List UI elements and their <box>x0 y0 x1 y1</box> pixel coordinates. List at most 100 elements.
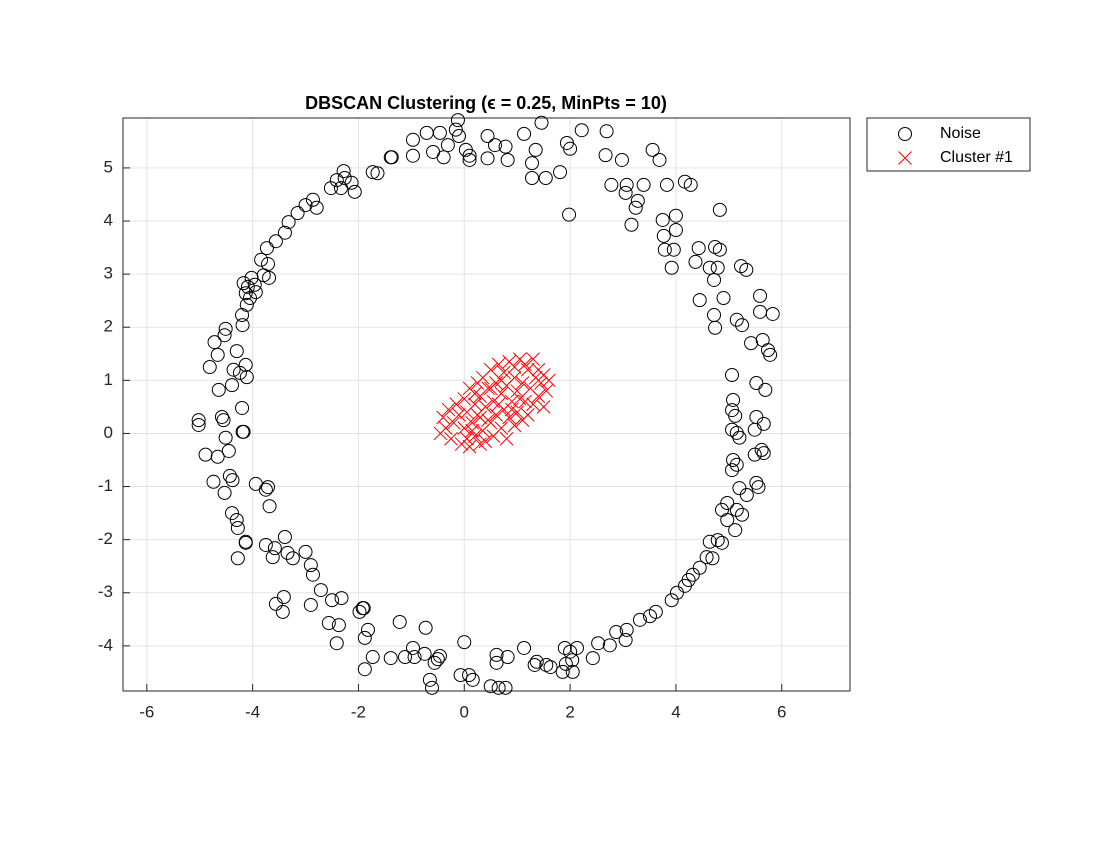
data-point <box>702 260 717 275</box>
data-point <box>298 198 313 213</box>
data-point <box>334 591 349 606</box>
data-point <box>657 242 672 257</box>
data-point <box>268 596 283 611</box>
data-point <box>553 165 568 180</box>
data-point <box>491 357 506 372</box>
data-point <box>683 177 698 192</box>
data-point <box>481 413 495 428</box>
y-tick-label: 5 <box>104 157 113 176</box>
data-point <box>614 152 629 167</box>
data-point <box>618 633 633 648</box>
data-point <box>405 148 420 163</box>
data-point <box>645 142 660 157</box>
data-point <box>712 202 727 217</box>
data-point <box>702 534 717 549</box>
data-point <box>534 115 549 130</box>
data-point <box>430 652 445 667</box>
data-point <box>235 424 250 439</box>
data-point <box>500 650 515 665</box>
data-point <box>206 474 221 489</box>
data-point <box>436 150 451 165</box>
data-point <box>563 644 578 659</box>
y-tick-label: 4 <box>104 211 113 230</box>
data-point <box>708 320 723 335</box>
data-point <box>619 622 634 637</box>
data-point <box>303 558 318 573</box>
data-point <box>699 550 714 565</box>
data-point <box>499 431 514 446</box>
data-point <box>756 446 771 461</box>
data-point <box>604 177 619 192</box>
data-point <box>281 215 296 230</box>
data-point <box>685 567 700 582</box>
data-point <box>216 413 231 428</box>
data-point <box>259 241 274 256</box>
data-point <box>298 544 313 559</box>
data-point <box>512 392 527 406</box>
data-point <box>483 381 498 396</box>
data-point <box>357 662 372 677</box>
data-point <box>754 442 769 457</box>
data-point <box>536 400 551 414</box>
data-point <box>517 126 532 141</box>
data-point <box>729 312 744 327</box>
legend-label: Noise <box>940 125 981 142</box>
data-point <box>238 286 253 301</box>
data-point <box>491 397 506 412</box>
data-point <box>734 259 749 274</box>
data-point <box>309 200 324 215</box>
data-point <box>277 225 292 240</box>
data-point <box>229 513 244 528</box>
data-point <box>230 551 245 566</box>
data-point <box>229 344 244 359</box>
data-point <box>383 651 398 666</box>
data-point <box>352 604 367 619</box>
chart-title: DBSCAN Clustering (ϵ = 0.25, MinPts = 10… <box>305 93 667 113</box>
data-point <box>405 132 420 147</box>
data-point <box>449 397 464 412</box>
data-point <box>202 360 217 375</box>
data-point <box>440 138 455 153</box>
data-point <box>725 422 740 437</box>
data-point <box>210 347 225 362</box>
data-point <box>602 638 617 653</box>
data-point <box>422 672 437 687</box>
legend-box <box>866 117 1031 172</box>
y-tick-label: -1 <box>98 476 113 495</box>
data-point <box>260 257 275 272</box>
data-point <box>753 288 768 303</box>
data-point <box>217 328 232 343</box>
data-point <box>383 150 398 165</box>
data-point <box>574 123 589 138</box>
data-point <box>507 418 522 433</box>
data-point <box>518 394 532 409</box>
data-point <box>636 177 651 192</box>
y-tick-label: 1 <box>104 370 113 389</box>
data-point <box>224 506 239 521</box>
data-point <box>321 616 336 631</box>
data-point <box>500 152 515 167</box>
data-point <box>303 597 318 612</box>
data-point <box>191 413 206 428</box>
data-point <box>534 376 548 390</box>
data-point <box>305 192 320 207</box>
data-point <box>457 421 472 435</box>
data-point <box>498 139 513 154</box>
data-point <box>489 655 504 670</box>
data-point <box>254 252 269 267</box>
data-point <box>468 429 482 443</box>
y-tick-label: -4 <box>98 635 113 654</box>
data-point <box>526 352 540 366</box>
data-point <box>598 148 613 163</box>
data-point <box>222 468 237 483</box>
data-point <box>239 370 254 385</box>
data-point <box>712 242 727 257</box>
data-point <box>240 279 255 294</box>
data-point <box>716 291 731 306</box>
data-point <box>714 535 729 550</box>
data-point <box>632 612 647 627</box>
data-point <box>262 499 277 514</box>
data-point <box>591 636 606 651</box>
data-point <box>323 181 338 196</box>
